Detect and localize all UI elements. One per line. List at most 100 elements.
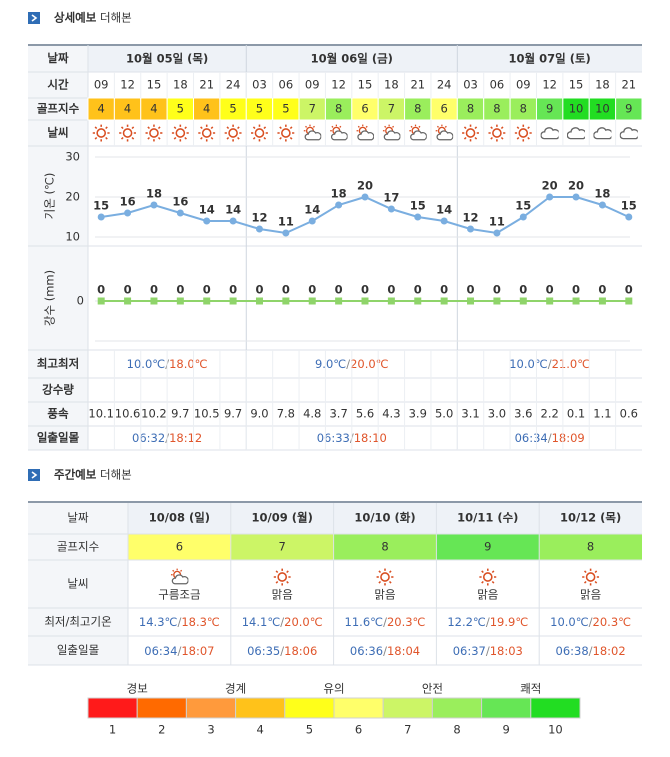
separator: / <box>548 431 552 445</box>
rain-point <box>176 297 184 305</box>
temp-label: 20 <box>568 179 584 193</box>
row-label: 최고최저 <box>37 357 79 371</box>
golf-value: 5 <box>177 102 184 116</box>
section-icon <box>28 12 40 24</box>
high-value: 18.3℃ <box>181 615 220 629</box>
rain-point <box>229 297 237 305</box>
low-value: 14.1℃ <box>242 615 281 629</box>
wind-value: 10.2 <box>141 407 167 421</box>
temp-point <box>203 217 211 225</box>
high-value: 18:06 <box>284 644 317 658</box>
time: 21 <box>621 78 636 92</box>
row-label: 날짜 <box>67 511 89 525</box>
wind-value: 5.6 <box>356 407 374 421</box>
time: 12 <box>120 78 135 92</box>
golf-cell <box>436 534 540 560</box>
wind-value: 3.7 <box>329 407 347 421</box>
more-link[interactable]: 더해본 <box>100 11 132 25</box>
low-value: 06:33 <box>317 431 350 445</box>
time: 21 <box>199 78 214 92</box>
weather-icon <box>224 124 243 142</box>
rain-point <box>493 297 501 305</box>
temp-label: 16 <box>172 195 188 209</box>
row-label: 강수량 <box>42 383 74 397</box>
weather-icon <box>144 124 163 142</box>
weather-icon <box>487 124 506 142</box>
scale-swatch <box>235 697 286 719</box>
rain-label: 0 <box>440 283 448 297</box>
temp-label: 15 <box>515 199 531 213</box>
weather-icon <box>408 124 427 141</box>
low-value: 10.0℃ <box>509 357 548 371</box>
sunrise-sunset: 06:34/18:09 <box>515 431 585 445</box>
rain-point <box>335 297 343 305</box>
separator: / <box>589 644 593 658</box>
wind-value: 3.0 <box>488 407 506 421</box>
scale-label: 쾌적 <box>520 682 541 696</box>
time: 24 <box>437 78 452 92</box>
low-value: 06:34 <box>515 431 548 445</box>
high-value: 18:12 <box>169 431 202 445</box>
wind-value: 0.6 <box>620 407 638 421</box>
rain-point <box>97 297 105 305</box>
row-label: 날씨 <box>67 577 88 591</box>
temp-point <box>598 201 606 209</box>
weather-icon <box>118 124 137 142</box>
separator: / <box>486 644 490 658</box>
time: 06 <box>279 78 294 92</box>
rain-point <box>625 297 633 305</box>
rain-label: 0 <box>572 283 580 297</box>
golf-cell <box>333 534 437 560</box>
label-column-bg <box>28 502 128 665</box>
golf-value: 8 <box>520 102 527 116</box>
rain-point <box>467 297 475 305</box>
separator: / <box>177 615 181 629</box>
low-value: 11.6℃ <box>345 615 384 629</box>
temp-point <box>414 213 422 221</box>
scale-label: 경계 <box>225 682 246 696</box>
weather-icon <box>461 124 480 142</box>
rain-label: 0 <box>203 283 211 297</box>
high-value: 18:07 <box>181 644 214 658</box>
rain-point <box>440 297 448 305</box>
temp-point <box>467 225 475 233</box>
rain-label: 0 <box>361 283 369 297</box>
weather-icon <box>382 124 401 141</box>
rain-label: 0 <box>150 283 158 297</box>
temp-label: 16 <box>120 195 136 209</box>
rain-point <box>598 297 606 305</box>
temp-label: 11 <box>278 215 294 229</box>
golf-cell <box>539 534 642 560</box>
weather-icon <box>303 124 322 141</box>
scale-label: 경보 <box>127 682 148 696</box>
temp-point <box>229 217 237 225</box>
more-link[interactable]: 더해본 <box>100 468 132 482</box>
low-value: 9.0℃ <box>315 357 346 371</box>
label-column-bg <box>28 45 88 450</box>
weather-icon <box>540 127 559 140</box>
sunrise-sunset: 06:36/18:04 <box>350 644 420 658</box>
weather-icon <box>478 568 497 586</box>
wind-value: 10.6 <box>115 407 141 421</box>
scale-number: 8 <box>453 723 460 737</box>
scale-number: 6 <box>355 723 362 737</box>
low-value: 12.2℃ <box>447 615 486 629</box>
golf-value: 6 <box>361 102 368 116</box>
wind-value: 10.5 <box>194 407 220 421</box>
rain-label: 0 <box>467 283 475 297</box>
low-value: 06:35 <box>247 644 280 658</box>
temp-point <box>335 201 343 209</box>
sunrise-sunset: 06:37/18:03 <box>453 644 523 658</box>
temp-label: 11 <box>489 215 505 229</box>
separator: / <box>177 644 181 658</box>
time: 03 <box>252 78 267 92</box>
min-max-temp: 9.0℃/20.0℃ <box>315 357 389 371</box>
time: 15 <box>569 78 584 92</box>
time: 03 <box>463 78 478 92</box>
golf-cell <box>230 534 334 560</box>
separator: / <box>280 644 284 658</box>
low-value: 10.0℃ <box>127 357 166 371</box>
scale-number: 2 <box>158 723 165 737</box>
scale-number: 9 <box>503 723 510 737</box>
rain-label: 0 <box>598 283 606 297</box>
